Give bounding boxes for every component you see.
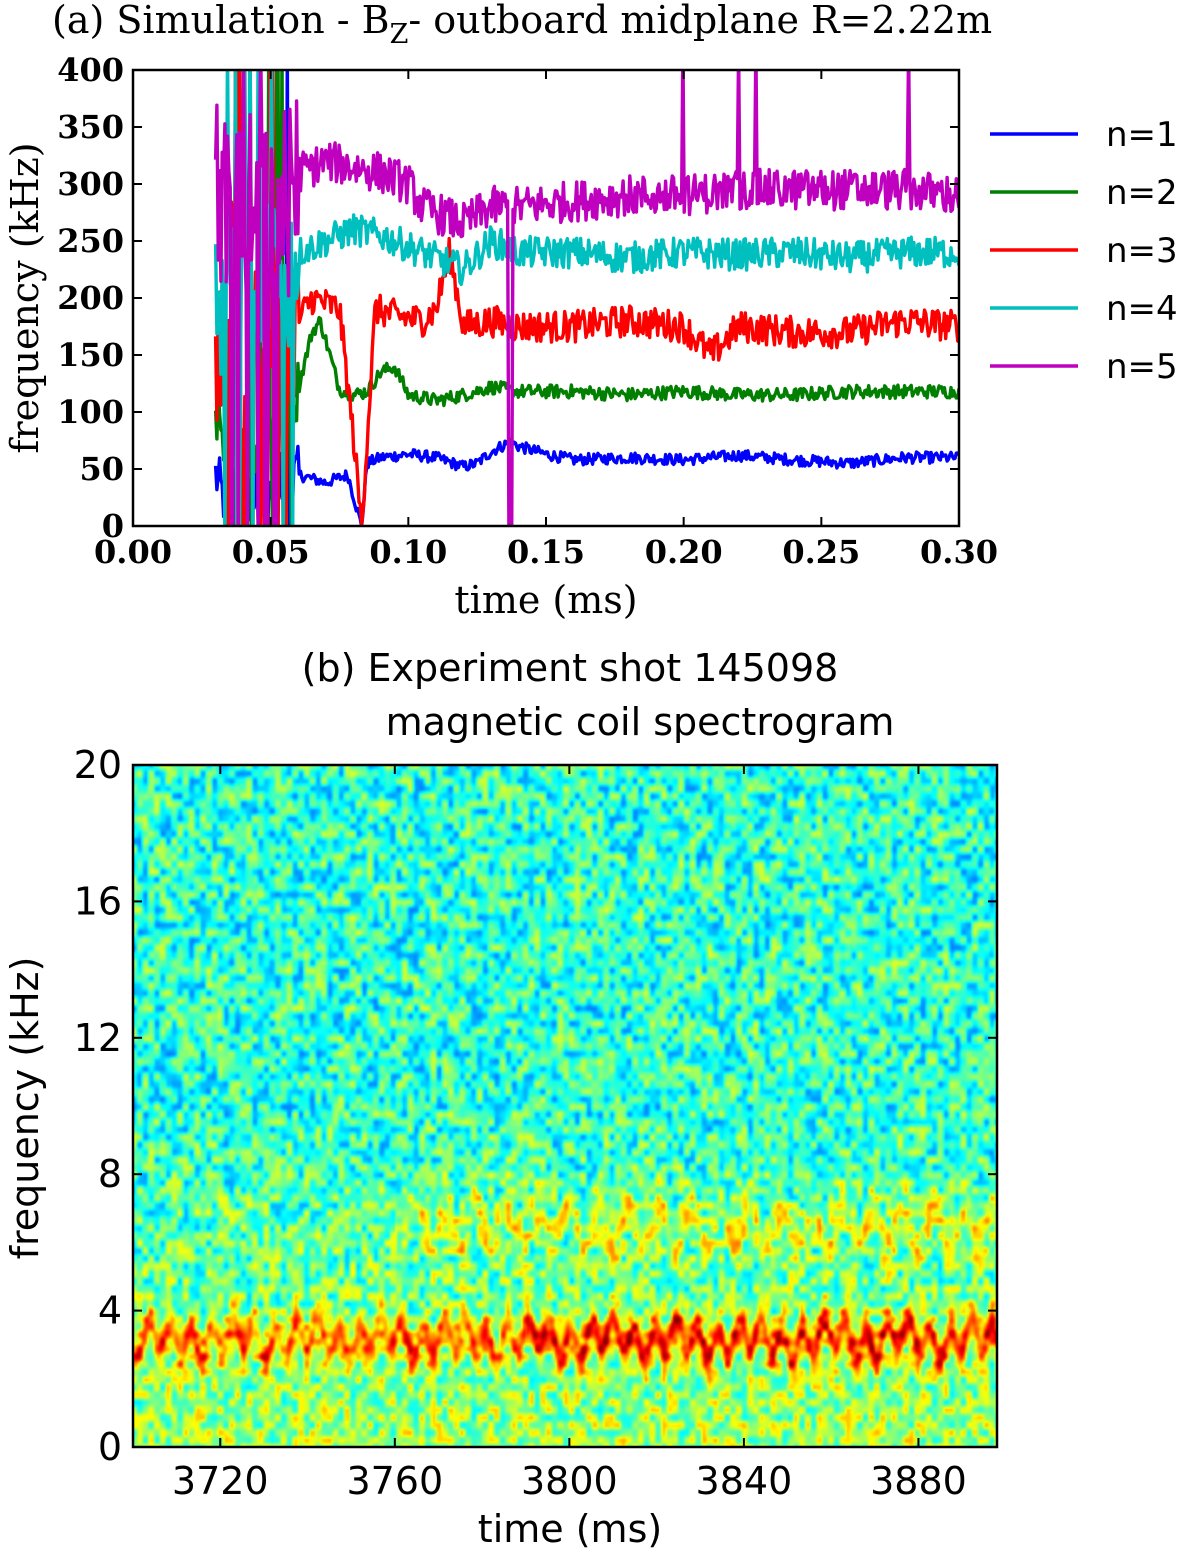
x-tick-label: 3800 [521, 1459, 618, 1503]
legend-label-n=3: n=3 [1106, 231, 1178, 271]
y-tick-label: 200 [57, 279, 124, 317]
panel-b-xlabel: time (ms) [478, 1507, 662, 1551]
series-line-n=2 [213, 70, 959, 526]
y-tick-label: 300 [57, 165, 124, 203]
y-tick-label: 400 [57, 51, 124, 89]
y-tick-label: 150 [57, 336, 124, 374]
y-tick-label: 250 [57, 222, 124, 260]
y-tick-label: 12 [74, 1016, 122, 1060]
y-tick-label: 50 [79, 450, 124, 488]
panel-a-ylabel: frequency (kHz) [3, 142, 47, 453]
series-line-n=4 [213, 70, 959, 526]
y-tick-label: 20 [74, 743, 122, 787]
legend-label-n=4: n=4 [1106, 289, 1178, 329]
series-line-n=5 [213, 70, 959, 526]
panel-b-title-line1: (b) Experiment shot 145098 [302, 646, 839, 690]
x-tick-label: 3720 [172, 1459, 269, 1503]
panel-b-spectrogram: (b) Experiment shot 145098 magnetic coil… [3, 646, 999, 1551]
x-tick-label: 3760 [346, 1459, 443, 1503]
x-tick-label: 0.15 [507, 533, 585, 571]
panel-a-ticks: 0.00 0.05 0.10 0.15 0.20 0.25 0.30 0 50 100 150 200… [57, 51, 998, 571]
series-line-n=3 [213, 70, 959, 526]
panel-a-title: (a) Simulation - BZ- outboard midplane R… [52, 0, 992, 50]
x-tick-label: 0.10 [369, 533, 447, 571]
panel-b-title-line2: magnetic coil spectrogram [386, 700, 895, 744]
y-tick-label: 16 [74, 879, 122, 923]
panel-b-frame [131, 763, 999, 1449]
x-tick-label: 0.25 [782, 533, 860, 571]
panel-a-line-chart: (a) Simulation - BZ- outboard midplane R… [3, 0, 1178, 622]
y-tick-label: 0 [102, 507, 124, 545]
y-tick-label: 8 [98, 1152, 122, 1196]
x-tick-label: 0.00 [94, 533, 172, 571]
y-tick-label: 4 [98, 1289, 122, 1333]
y-tick-label: 100 [57, 393, 124, 431]
y-tick-label: 0 [98, 1425, 122, 1469]
panel-b-ylabel: frequency (kHz) [3, 957, 47, 1260]
panel-b-ticks: 3720 3760 3800 3840 3880 0 4 8 12 16 20 [74, 743, 997, 1503]
panel-a-legend: n=1 n=2 n=3 n=4 n=5 [990, 115, 1178, 387]
x-tick-label: 0.20 [645, 533, 723, 571]
x-tick-label: 0.30 [920, 533, 998, 571]
legend-label-n=1: n=1 [1106, 115, 1178, 155]
x-tick-label: 3880 [870, 1459, 967, 1503]
x-tick-label: 3840 [696, 1459, 793, 1503]
legend-label-n=5: n=5 [1106, 347, 1178, 387]
legend-label-n=2: n=2 [1106, 173, 1178, 213]
series-line-n=1 [213, 70, 959, 526]
panel-a-xlabel: time (ms) [454, 578, 637, 622]
spectrogram-heatmap [133, 765, 997, 1447]
x-tick-label: 0.05 [232, 533, 310, 571]
panel-a-series-group [213, 70, 959, 526]
y-tick-label: 350 [57, 108, 124, 146]
